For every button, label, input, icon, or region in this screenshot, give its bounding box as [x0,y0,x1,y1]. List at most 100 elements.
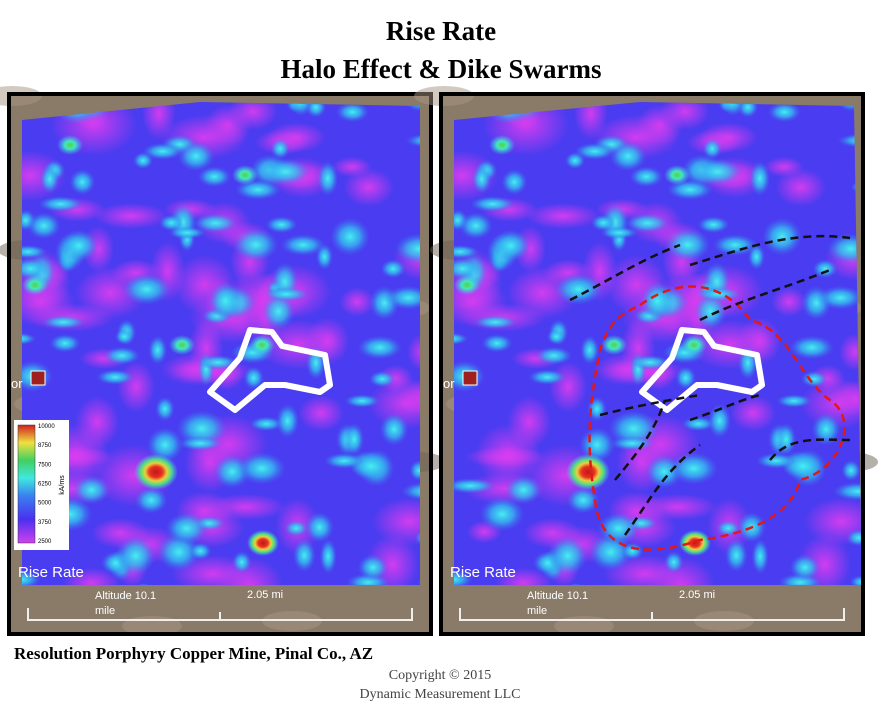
map-low [637,493,718,521]
map-high [454,478,496,494]
map-high [535,346,573,365]
map-high [323,452,365,469]
map-high [116,536,156,576]
map-high [597,512,640,545]
map-high [208,281,242,321]
map-high [811,412,841,446]
map-high [305,102,327,118]
map-high [265,216,298,234]
map-high [708,403,732,438]
map-anomaly [232,165,258,185]
caption: Resolution Porphyry Copper Mine, Pinal C… [14,644,373,663]
map-high [566,487,600,514]
map-panel: or Rise Rate Altitude 10.1 mile 2.05 mi 10000… [0,86,446,636]
map-high [26,212,61,240]
map-high [368,370,396,388]
map-high [146,427,184,463]
map-high [305,512,334,543]
map-high [243,366,264,390]
map-high [625,213,670,233]
map-high [59,229,99,262]
map-high [103,346,141,365]
map-low [298,395,345,432]
map-low [475,423,541,486]
map-high [317,161,339,196]
map-high [158,214,184,232]
map-high [232,551,252,574]
map-high [580,335,600,365]
map-high [357,335,403,360]
map-high [501,169,528,195]
map-low [398,381,420,416]
dike [689,393,761,422]
map-high [454,569,473,585]
map-high [233,228,279,262]
mine-outline [207,327,333,413]
map-high [379,412,409,446]
map-high [96,369,135,385]
colorbar [17,424,36,544]
altitude: Altitude 10.1 [95,590,156,602]
map-high [849,575,862,585]
map-high [344,394,380,408]
map-high [574,142,616,160]
map-high [694,286,742,302]
map-high [41,315,85,330]
map-high [675,366,696,390]
colorbar-tick: 3750 [38,520,52,526]
map-high [292,538,316,572]
map-high [276,403,300,438]
scale-label: 2.05 mi [247,589,283,601]
panel-border [7,92,433,636]
map-high [789,554,821,581]
dike [599,393,701,417]
map-high [817,285,862,310]
scale-bar [27,608,413,621]
map-high [330,217,371,256]
map-high [165,512,208,545]
map-high [528,369,567,385]
dike [623,443,701,536]
map-high [405,102,420,112]
map-high [665,228,711,262]
map-high [394,233,420,265]
map-high [762,217,803,256]
map-high [768,102,801,123]
map-high [319,538,337,575]
rise-rate-map [22,102,420,585]
map-high [261,158,311,186]
map-low [830,381,862,416]
map-high [114,328,134,345]
map-high [776,394,812,408]
map-low [771,287,807,317]
map-low [775,168,827,207]
map-anomaly [601,335,627,355]
map-high [702,138,722,159]
map-low [574,102,608,140]
map-low [214,556,283,585]
map-high [789,335,835,360]
map-anomaly [454,275,480,295]
map-anomaly [681,335,707,355]
rise-rate-map [454,102,862,585]
map-high [344,423,365,456]
colorbar-tick: 5000 [38,501,52,507]
map-high [270,138,290,159]
map-high [812,259,838,279]
dike [569,243,681,302]
map-high [841,460,861,481]
dike [699,268,831,322]
hot-spot [679,530,711,556]
place-label: or [443,376,455,391]
halo-boundary [588,285,846,551]
map-high [546,328,566,345]
map-low [730,395,777,432]
map-high [22,257,49,280]
map-high [284,520,309,537]
map-high [609,141,647,172]
map-high [69,169,96,195]
map-high [197,355,239,370]
map-low [93,203,169,229]
map-high [22,332,37,345]
